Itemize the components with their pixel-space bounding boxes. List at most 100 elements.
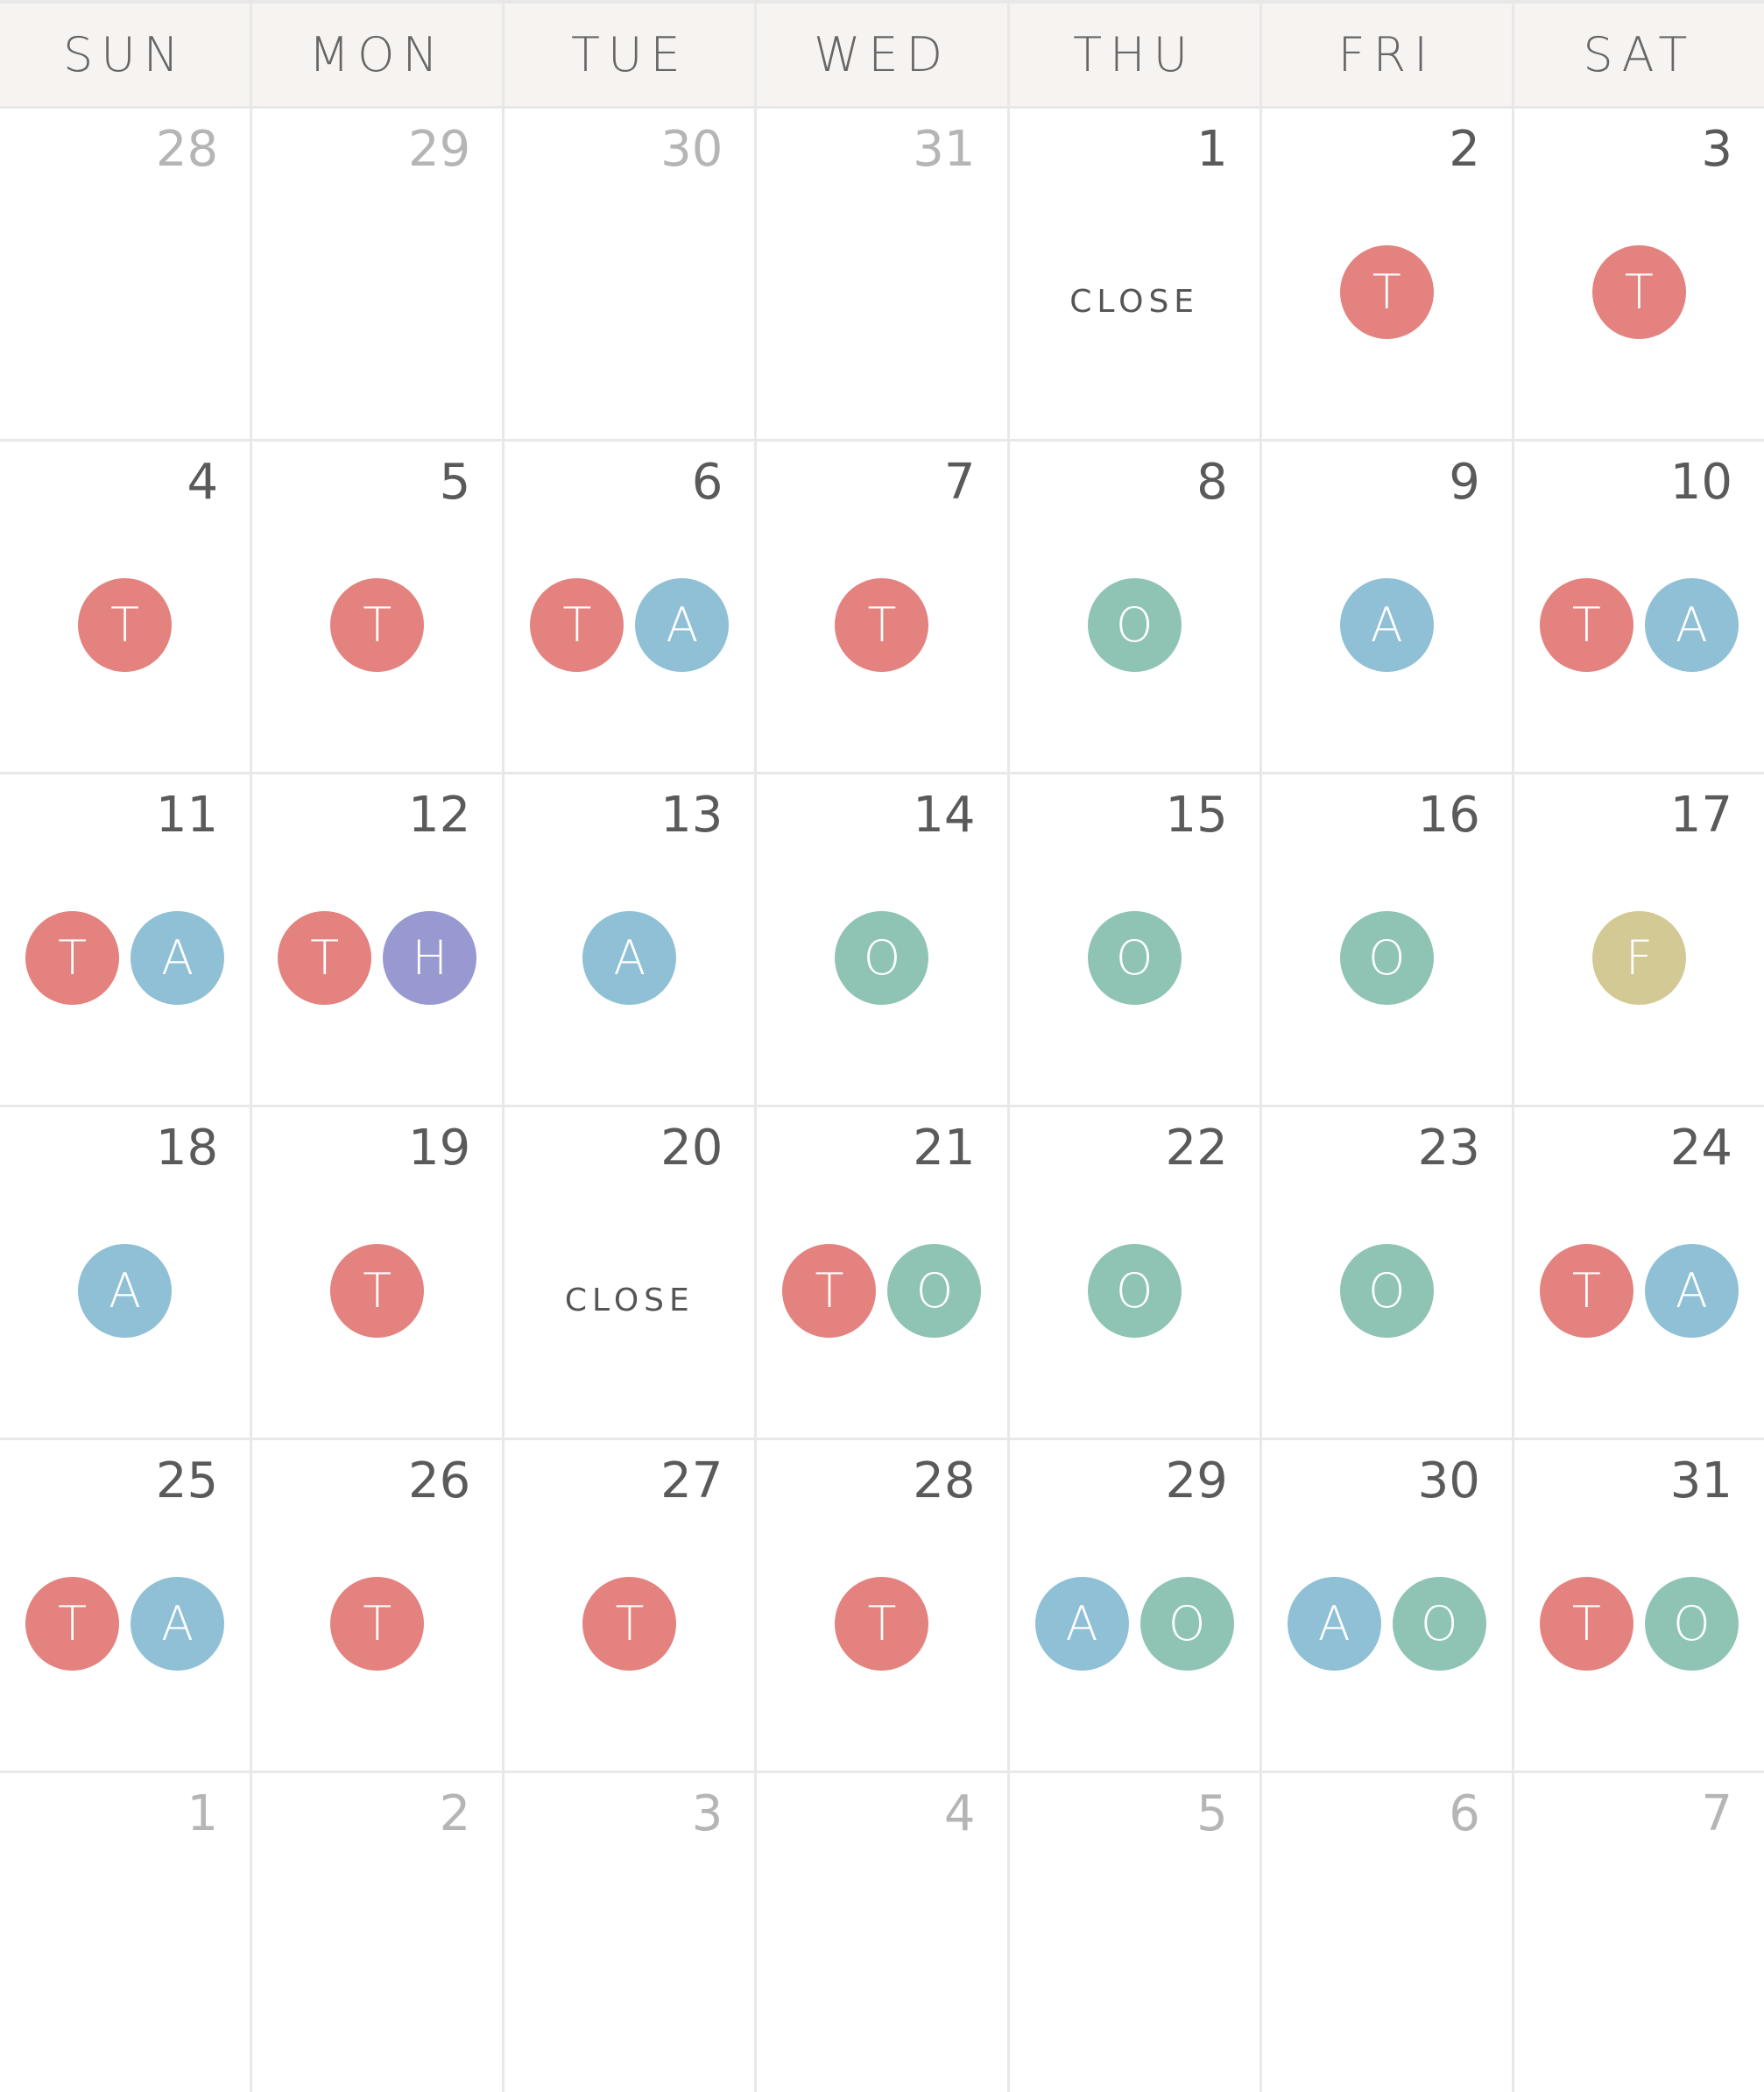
day-cell[interactable]: 17 F: [1514, 774, 1764, 1105]
event-badge-t[interactable]: T: [330, 1244, 425, 1338]
event-badge-o[interactable]: O: [1392, 1577, 1486, 1671]
day-cell[interactable]: 1: [0, 1773, 253, 2092]
day-cell[interactable]: 28: [0, 109, 253, 439]
day-cell[interactable]: 31: [757, 109, 1010, 439]
day-cell[interactable]: 29 A O: [1010, 1440, 1262, 1770]
weekday-tue: TUE: [505, 4, 758, 106]
event-badge-a[interactable]: A: [78, 1244, 173, 1338]
event-badge-t[interactable]: T: [1339, 245, 1434, 339]
day-cell[interactable]: 25 T A: [0, 1440, 253, 1770]
event-badge-t[interactable]: T: [582, 1577, 677, 1671]
day-cell[interactable]: 5: [1010, 1773, 1262, 2092]
event-badge-a[interactable]: A: [582, 911, 677, 1005]
event-badge-t[interactable]: T: [278, 911, 372, 1005]
day-cell[interactable]: 30: [505, 109, 758, 439]
event-badge-o[interactable]: O: [835, 911, 929, 1005]
day-number: 9: [1449, 454, 1480, 511]
event-badge-t[interactable]: T: [1539, 1577, 1633, 1671]
event-badge-a[interactable]: A: [1287, 1577, 1381, 1671]
closed-label: CLOSE: [1069, 284, 1200, 320]
day-cell[interactable]: 22 O: [1010, 1107, 1262, 1438]
day-number: 29: [408, 121, 471, 178]
event-badge-t[interactable]: T: [25, 911, 120, 1005]
day-number: 12: [408, 787, 471, 844]
day-cell[interactable]: 2: [252, 1773, 505, 2092]
day-cell[interactable]: 1 CLOSE: [1010, 109, 1262, 439]
day-cell[interactable]: 23 O: [1262, 1107, 1514, 1438]
event-badge-t[interactable]: T: [835, 578, 929, 672]
event-badge-o[interactable]: O: [1087, 1244, 1182, 1338]
day-cell[interactable]: 20 CLOSE: [505, 1107, 758, 1438]
event-badge-o[interactable]: O: [1087, 911, 1182, 1005]
event-badge-t[interactable]: T: [835, 1577, 929, 1671]
day-cell[interactable]: 28 T: [757, 1440, 1010, 1770]
day-number: 30: [660, 121, 723, 178]
event-badge-t[interactable]: T: [330, 578, 425, 672]
event-badge-t[interactable]: T: [1539, 1244, 1633, 1338]
event-badge-o[interactable]: O: [1339, 911, 1434, 1005]
day-cell[interactable]: 24 T A: [1514, 1107, 1764, 1438]
event-badge-o[interactable]: O: [1087, 578, 1182, 672]
event-badge-t[interactable]: T: [78, 578, 173, 672]
event-badge-t[interactable]: T: [25, 1577, 120, 1671]
event-badge-a[interactable]: A: [1339, 578, 1434, 672]
day-cell[interactable]: 6: [1262, 1773, 1514, 2092]
event-badge-h[interactable]: H: [383, 911, 477, 1005]
event-badge-a[interactable]: A: [1644, 578, 1739, 672]
event-list: O: [1262, 1244, 1512, 1338]
day-cell[interactable]: 3: [505, 1773, 758, 2092]
event-badge-o[interactable]: O: [1339, 1244, 1434, 1338]
event-badge-o[interactable]: O: [1644, 1577, 1739, 1671]
day-cell[interactable]: 31 T O: [1514, 1440, 1764, 1770]
event-list: F: [1514, 911, 1764, 1005]
event-badge-f[interactable]: F: [1591, 911, 1686, 1005]
event-badge-a[interactable]: A: [131, 1577, 225, 1671]
event-badge-a[interactable]: A: [1034, 1577, 1129, 1671]
day-cell[interactable]: 26 T: [252, 1440, 505, 1770]
day-number: 31: [913, 121, 976, 178]
day-cell[interactable]: 10 T A: [1514, 442, 1764, 772]
event-badge-o[interactable]: O: [887, 1244, 982, 1338]
day-number: 2: [439, 1785, 471, 1842]
day-cell[interactable]: 21 T O: [757, 1107, 1010, 1438]
event-badge-a[interactable]: A: [131, 911, 225, 1005]
day-cell[interactable]: 16 O: [1262, 774, 1514, 1105]
day-number: 14: [913, 787, 976, 844]
day-cell[interactable]: 11 T A: [0, 774, 253, 1105]
day-cell[interactable]: 18 A: [0, 1107, 253, 1438]
day-cell[interactable]: 19 T: [252, 1107, 505, 1438]
event-badge-a[interactable]: A: [1644, 1244, 1739, 1338]
day-cell[interactable]: 7: [1514, 1773, 1764, 2092]
event-badge-t[interactable]: T: [1539, 578, 1633, 672]
day-cell[interactable]: 12 T H: [252, 774, 505, 1105]
week-row: 28 29 30 31 1 CLOSE 2 T 3 T: [0, 109, 1764, 442]
event-badge-o[interactable]: O: [1140, 1577, 1234, 1671]
day-number: 25: [155, 1452, 219, 1509]
event-badge-t[interactable]: T: [782, 1244, 877, 1338]
day-number: 19: [408, 1120, 471, 1177]
event-badge-t[interactable]: T: [530, 578, 624, 672]
day-cell[interactable]: 14 O: [757, 774, 1010, 1105]
day-cell[interactable]: 13 A: [505, 774, 758, 1105]
day-cell[interactable]: 29: [252, 109, 505, 439]
day-cell[interactable]: 30 A O: [1262, 1440, 1514, 1770]
event-list: A: [505, 911, 754, 1005]
day-number: 5: [1196, 1785, 1228, 1842]
day-cell[interactable]: 4: [757, 1773, 1010, 2092]
event-badge-a[interactable]: A: [635, 578, 730, 672]
day-cell[interactable]: 27 T: [505, 1440, 758, 1770]
event-badge-t[interactable]: T: [330, 1577, 425, 1671]
event-badge-t[interactable]: T: [1591, 245, 1686, 339]
day-cell[interactable]: 15 O: [1010, 774, 1262, 1105]
